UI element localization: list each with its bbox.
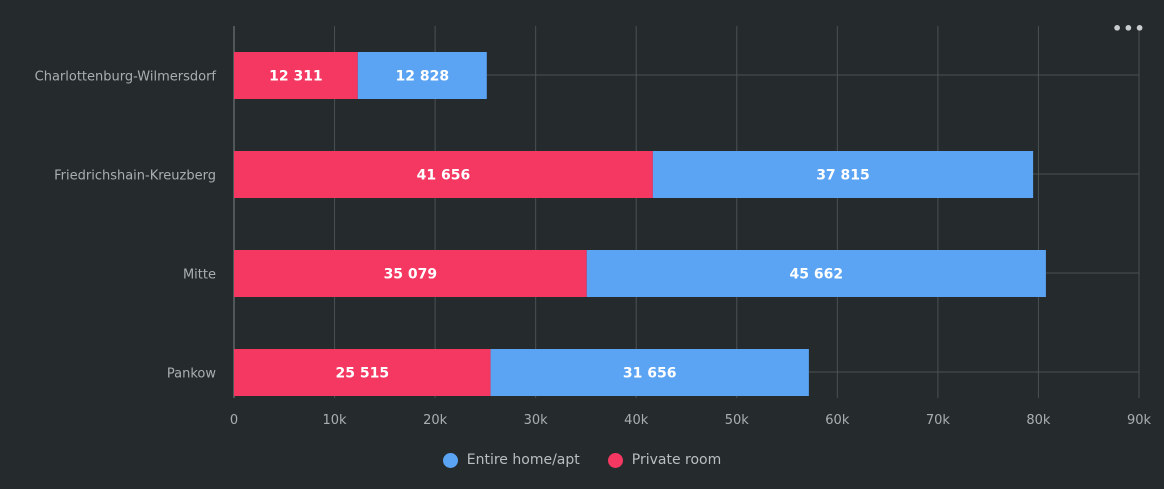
x-tick-label: 20k xyxy=(423,413,448,428)
legend-item-private-room[interactable]: Private room xyxy=(607,452,722,468)
bar-private-room[interactable] xyxy=(234,250,587,297)
legend-label: Entire home/apt xyxy=(466,452,580,468)
legend-marker-icon xyxy=(442,452,458,468)
x-tick-label: 70k xyxy=(926,413,951,428)
x-tick-label: 90k xyxy=(1127,413,1152,428)
bar-private-room[interactable] xyxy=(234,349,491,396)
bar-data-label: 37 815 xyxy=(816,168,870,184)
more-horizontal-icon[interactable]: ••• xyxy=(1112,19,1146,38)
bar-private-room[interactable] xyxy=(234,151,653,198)
category-label: Mitte xyxy=(183,268,216,283)
bar-private-room[interactable] xyxy=(234,52,358,99)
x-tick-label: 60k xyxy=(825,413,850,428)
x-tick-label: 80k xyxy=(1026,413,1051,428)
bar-entire-home[interactable] xyxy=(586,250,1046,297)
x-tick-label: 30k xyxy=(524,413,549,428)
bar-data-label: 45 662 xyxy=(790,267,844,283)
bar-data-label: 12 828 xyxy=(395,69,449,85)
category-label: Pankow xyxy=(167,367,216,382)
bar-data-label: 25 515 xyxy=(335,366,389,382)
bar-data-label: 35 079 xyxy=(384,267,438,283)
bar-data-label: 41 656 xyxy=(417,168,471,184)
category-label: Charlottenburg-Wilmersdorf xyxy=(35,70,217,85)
x-tick-label: 0 xyxy=(230,413,238,428)
bar-data-label: 31 656 xyxy=(623,366,677,382)
x-tick-label: 40k xyxy=(624,413,649,428)
category-label: Friedrichshain-Kreuzberg xyxy=(54,169,216,184)
legend-label: Private room xyxy=(631,452,722,468)
x-tick-label: 50k xyxy=(725,413,750,428)
x-tick-label: 10k xyxy=(323,413,348,428)
bar-entire-home[interactable] xyxy=(652,151,1034,198)
legend-marker-icon xyxy=(607,452,623,468)
bar-data-label: 12 311 xyxy=(269,69,323,85)
legend: Entire home/apt Private room xyxy=(0,448,1164,472)
bar-entire-home[interactable] xyxy=(357,52,487,99)
bar-entire-home[interactable] xyxy=(490,349,809,396)
legend-item-entire-home[interactable]: Entire home/apt xyxy=(442,452,580,468)
